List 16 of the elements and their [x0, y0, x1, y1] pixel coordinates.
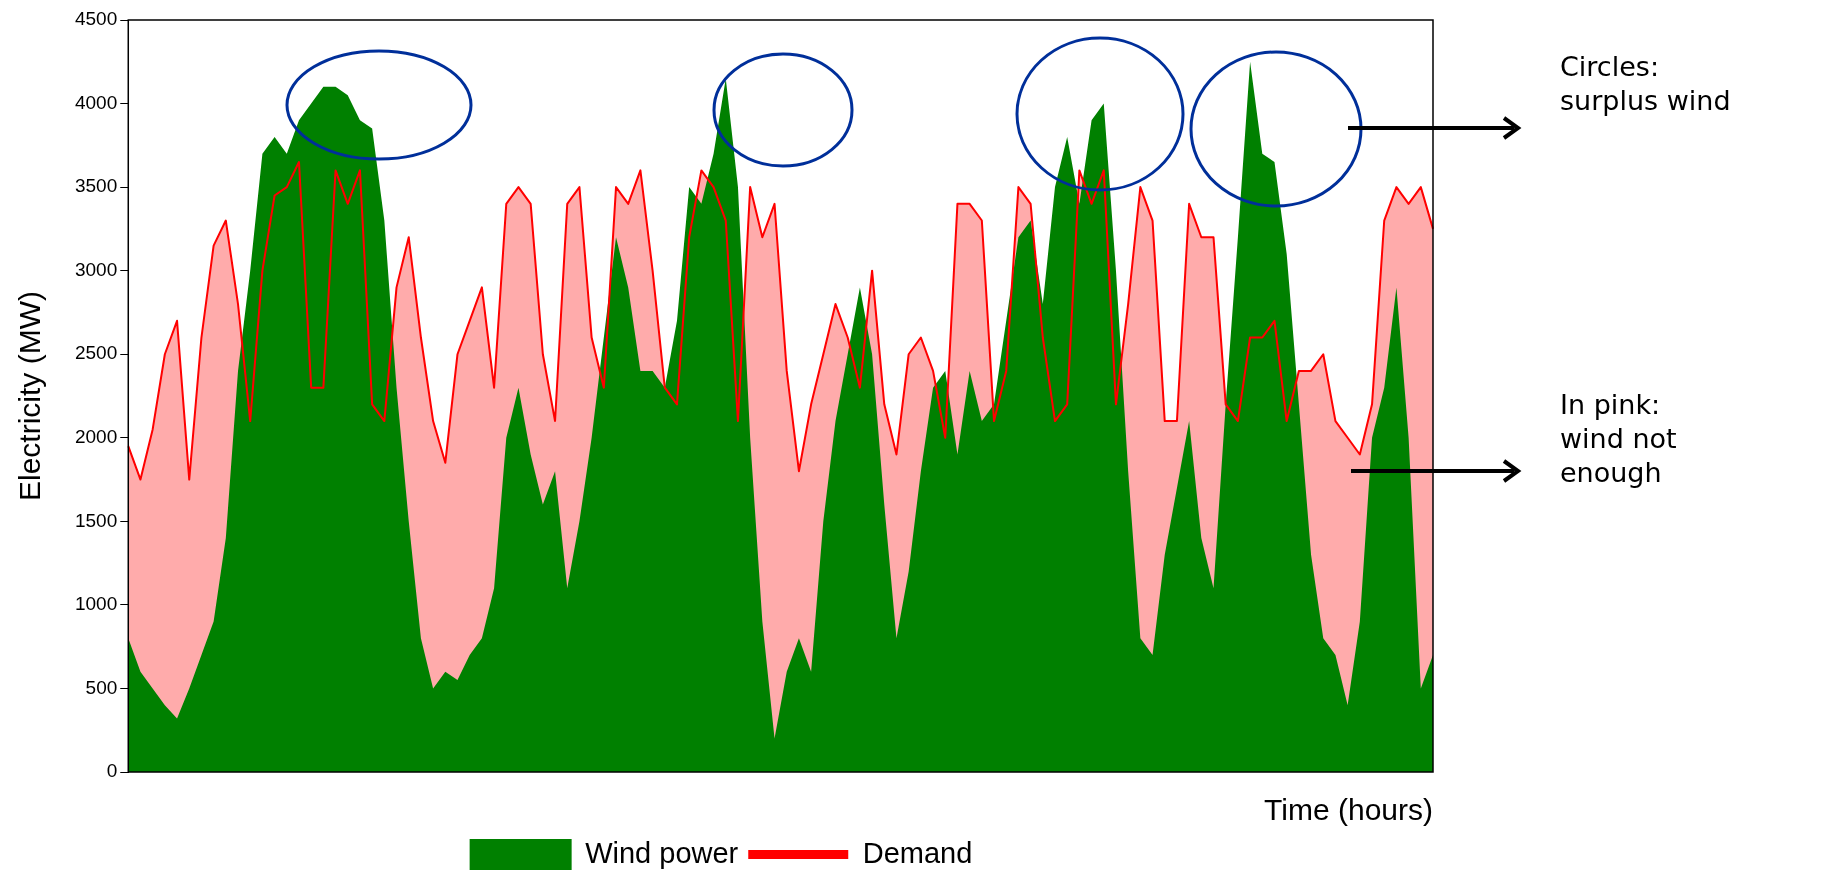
y-tick-label: 500 [85, 676, 118, 698]
y-tick-label: 4000 [74, 91, 118, 113]
legend-label: Demand [862, 836, 973, 869]
text: Circles: surplus wind [1560, 50, 1732, 118]
y-tick-label: 4500 [74, 8, 118, 30]
y-tick-label: 1500 [74, 509, 118, 531]
y-axis-title: Electricity (MW) [13, 291, 47, 501]
y-tick-label: 2500 [74, 342, 118, 364]
y-tick-label: 3500 [74, 175, 118, 197]
y-tick-label: 2000 [74, 426, 118, 448]
y-tick-label: 0 [106, 760, 118, 782]
legend-label: Wind power [585, 836, 739, 869]
x-axis-title: Time (hours) [1264, 793, 1433, 827]
y-tick-label: 3000 [74, 258, 118, 280]
text: In pink: wind not enough [1560, 388, 1678, 490]
y-tick-label: 1000 [74, 593, 118, 615]
